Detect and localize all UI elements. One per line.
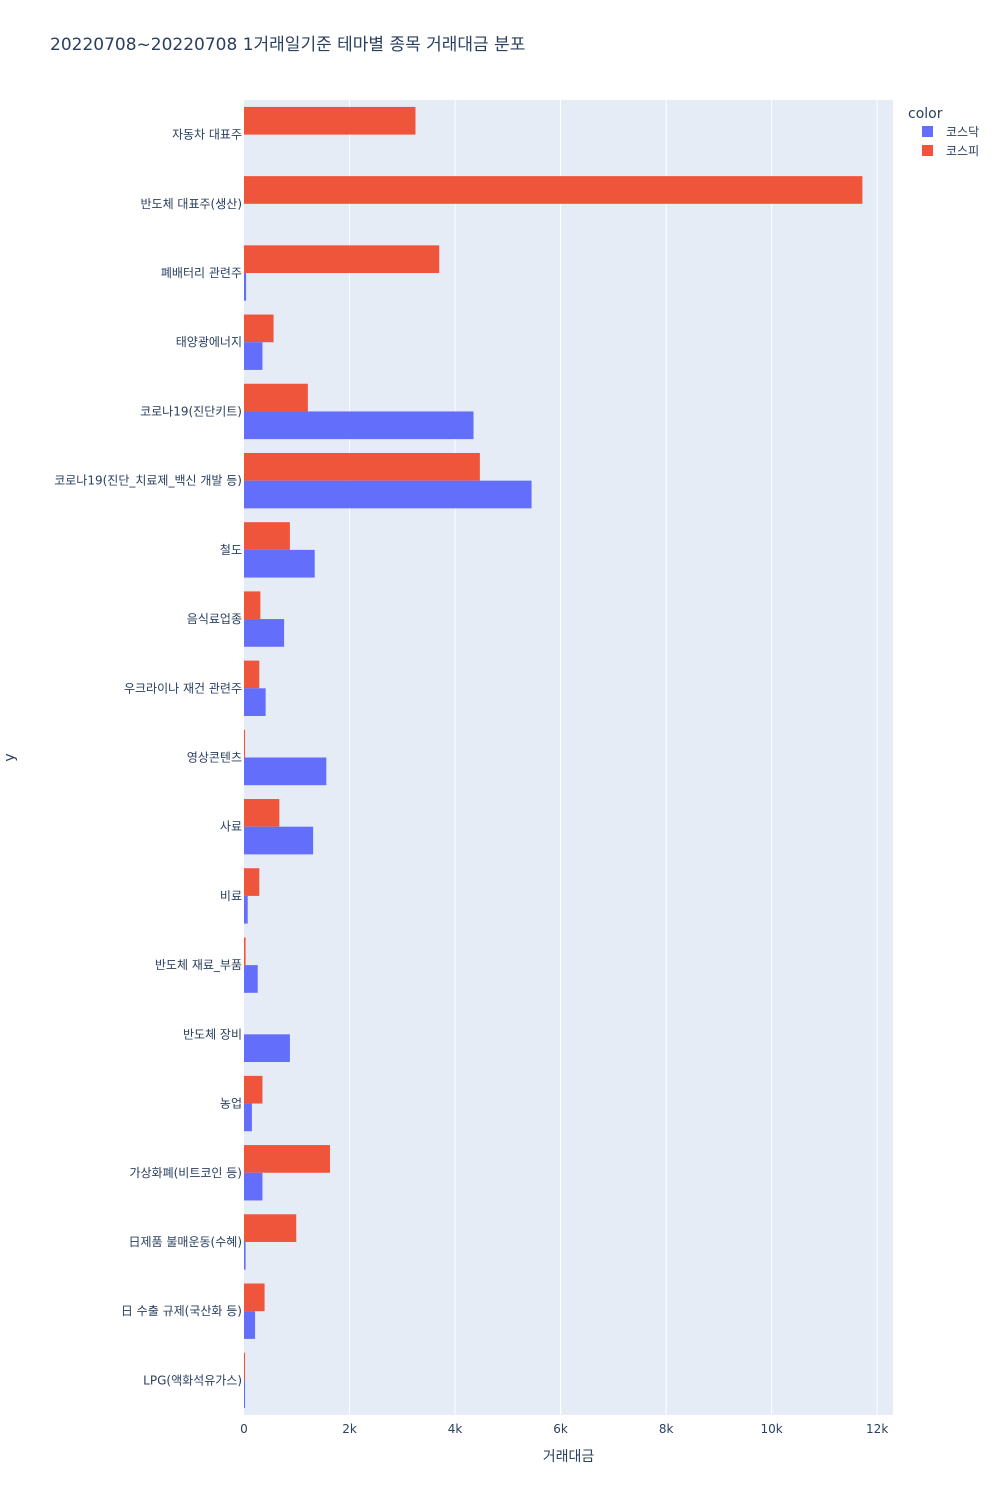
y-tick-label: 비료 [220, 889, 242, 903]
bar-kospi[interactable] [244, 729, 246, 758]
chart-title: 20220708~20220708 1거래일기준 테마별 종목 거래대금 분포 [50, 35, 525, 55]
bar-kosdaq[interactable] [244, 480, 532, 509]
bar-kosdaq[interactable] [244, 549, 315, 578]
y-tick-label: 철도 [220, 543, 242, 557]
bar-kospi[interactable] [244, 937, 246, 966]
bar-kosdaq[interactable] [244, 757, 327, 786]
y-axis-title: y [2, 753, 18, 761]
bar-kospi[interactable] [244, 1145, 331, 1173]
x-tick-label: 2k [342, 1422, 357, 1436]
bar-kospi[interactable] [244, 383, 308, 412]
y-tick-label: 사료 [220, 820, 242, 834]
bar-kospi[interactable] [244, 245, 440, 274]
bar-kosdaq[interactable] [244, 342, 263, 370]
bar-kospi[interactable] [244, 591, 261, 620]
y-tick-label: 우크라이나 재건 관련주 [124, 681, 242, 695]
x-tick-label: 8k [659, 1422, 674, 1436]
bar-kosdaq[interactable] [244, 965, 258, 993]
bar-kosdaq[interactable] [244, 411, 474, 440]
y-tick-label: 폐배터리 관련주 [161, 266, 242, 280]
bar-kosdaq[interactable] [244, 619, 285, 647]
bar-kosdaq[interactable] [244, 688, 266, 716]
bar-kospi[interactable] [244, 1075, 263, 1104]
bar-kosdaq[interactable] [244, 273, 247, 301]
legend-label[interactable]: 코스닥 [946, 125, 979, 139]
y-tick-label: 코로나19(진단키트) [140, 404, 242, 418]
bar-kosdaq[interactable] [244, 826, 314, 855]
bar-kospi[interactable] [244, 522, 290, 550]
x-tick-label: 12k [866, 1422, 888, 1436]
x-tick-label: 0 [240, 1422, 248, 1436]
legend-label[interactable]: 코스피 [946, 144, 979, 158]
bar-kospi[interactable] [244, 314, 274, 343]
bar-kosdaq[interactable] [244, 895, 248, 924]
bar-kospi[interactable] [244, 1283, 265, 1312]
bar-kosdaq[interactable] [244, 1034, 290, 1063]
y-tick-label: 영상콘텐츠 [187, 751, 242, 765]
bar-kospi[interactable] [244, 106, 416, 135]
x-axis-ticks: 0 2k 4k 6k 8k 10k 12k [240, 1422, 888, 1436]
bar-kosdaq[interactable] [244, 1103, 252, 1132]
y-tick-label: 음식료업종 [187, 612, 242, 626]
plot-area [244, 100, 893, 1415]
y-tick-label: 日제품 불매운동(수혜) [129, 1235, 243, 1249]
y-tick-label: 자동차 대표주 [172, 128, 242, 142]
bar-kospi[interactable] [244, 868, 260, 896]
gridlines [349, 100, 878, 1415]
y-tick-label: 태양광에너지 [176, 335, 242, 349]
bar-kosdaq[interactable] [244, 1380, 246, 1409]
bar-kosdaq[interactable] [244, 1311, 256, 1339]
y-tick-label: 코로나19(진단_치료제_백신 개발 등) [54, 474, 242, 488]
bar-kospi[interactable] [244, 1214, 297, 1242]
x-tick-label: 10k [761, 1422, 783, 1436]
bar-kosdaq[interactable] [244, 1172, 263, 1201]
x-tick-label: 6k [553, 1422, 568, 1436]
bar-kospi[interactable] [244, 1352, 246, 1381]
bar-kospi[interactable] [244, 660, 260, 689]
bar-kosdaq[interactable] [244, 1241, 246, 1270]
legend-title: color [908, 106, 943, 122]
legend-swatch[interactable] [922, 145, 933, 156]
legend-swatch[interactable] [922, 126, 933, 137]
y-tick-label: 반도체 대표주(생산) [141, 197, 243, 211]
x-axis-title: 거래대금 [543, 1449, 595, 1465]
y-tick-label: 반도체 재료_부품 [155, 958, 242, 972]
y-tick-label: 가상화폐(비트코인 등) [129, 1166, 242, 1180]
y-tick-label: 반도체 장비 [183, 1027, 242, 1041]
y-tick-label: 日 수출 규제(국산화 등) [121, 1304, 242, 1318]
bar-kospi[interactable] [244, 176, 863, 204]
y-tick-label: LPG(액화석유가스) [143, 1373, 242, 1387]
bars [244, 106, 863, 1409]
y-tick-label: 농업 [220, 1097, 242, 1111]
bar-kospi[interactable] [244, 452, 480, 481]
x-tick-label: 4k [448, 1422, 463, 1436]
bar-kospi[interactable] [244, 799, 280, 827]
